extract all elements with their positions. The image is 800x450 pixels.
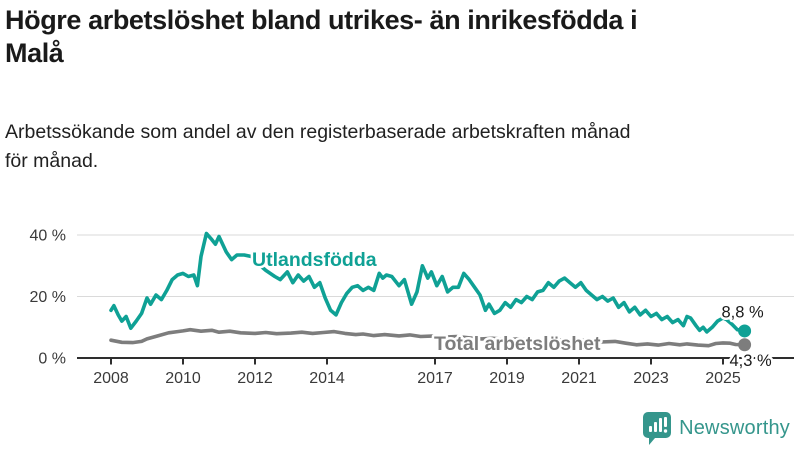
series-label: Total arbetslöshet [434, 333, 601, 355]
x-tick-label: 2019 [489, 370, 525, 387]
newsworthy-logo-icon [643, 412, 672, 445]
y-tick-label: 20 % [30, 289, 66, 306]
end-value-label: 8,8 % [721, 303, 764, 321]
newsworthy-logo[interactable]: Newsworthy [642, 410, 790, 446]
chart-subtitle: Arbetssökande som andel av den registerb… [5, 121, 631, 173]
series-end-dot [738, 338, 752, 352]
y-tick-label: 40 % [30, 228, 66, 245]
page-title: Högre arbetslöshet bland utrikes- än inr… [5, 5, 638, 68]
series-end-dot [738, 324, 752, 338]
x-tick-label: 2008 [93, 370, 129, 387]
series-lines [109, 231, 747, 348]
x-tick-label: 2023 [633, 370, 669, 387]
x-tick-label: 2012 [237, 370, 273, 387]
x-tick-label: 2017 [417, 370, 453, 387]
y-tick-label: 0 % [38, 351, 66, 368]
x-tick-label: 2025 [705, 370, 741, 387]
x-tick-label: 2021 [561, 370, 597, 387]
series-line [109, 327, 747, 348]
x-axis: 0 % 20 % 40 % 2008 2010 2012 2014 2017 2019 2021 2… [30, 228, 794, 387]
x-tick-label: 2014 [309, 370, 345, 387]
end-value-label: 4,3 % [729, 352, 772, 370]
chart-labels: Utlandsfödda Total arbetslöshet 8,8 % 4,3 % [250, 247, 775, 373]
series-line [109, 231, 747, 334]
brand-name: Newsworthy [679, 416, 790, 439]
x-tick-label: 2010 [165, 370, 201, 387]
series-label: Utlandsfödda [252, 249, 377, 271]
gridlines [77, 234, 794, 297]
